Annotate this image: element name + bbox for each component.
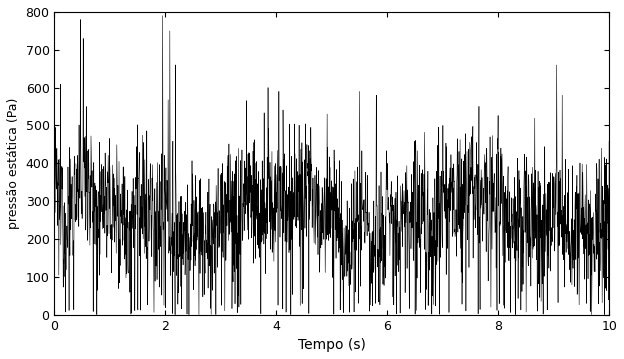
X-axis label: Tempo (s): Tempo (s) xyxy=(298,338,366,352)
Y-axis label: pressão estática (Pa): pressão estática (Pa) xyxy=(7,98,20,229)
